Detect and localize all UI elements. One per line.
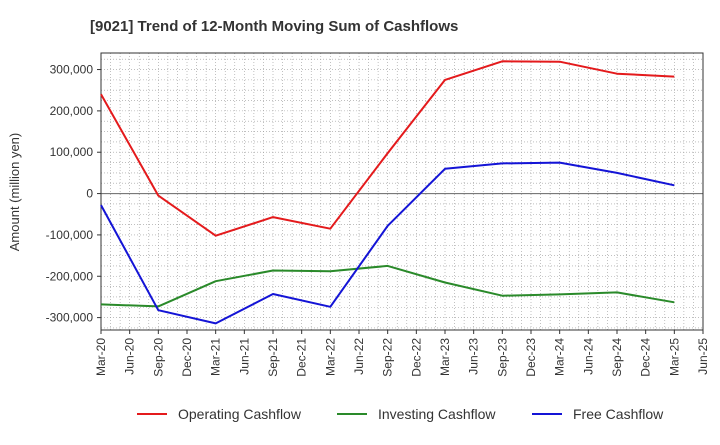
y-tick-label: -300,000 [46,311,94,325]
x-tick-label: Sep-24 [610,338,624,377]
y-tick-label: 100,000 [50,145,94,159]
x-tick-label: Jun-25 [696,338,710,375]
x-tick-label: Dec-24 [639,338,653,377]
x-axis: Mar-20 Jun-20 Sep-20 Dec-20 Mar-21 Jun-21 Sep-… [94,330,710,377]
x-tick-label: Sep-20 [151,338,165,377]
legend: Operating Cashflow Investing Cashflow Free… [137,406,664,422]
x-tick-label: Dec-21 [295,338,309,377]
x-tick-label: Mar-20 [94,338,108,376]
y-axis-label: Amount (million yen) [7,133,22,252]
x-tick-label: Dec-20 [180,338,194,377]
plot-area [100,52,704,331]
series-lines [100,60,675,325]
x-tick-label: Dec-23 [524,338,538,377]
y-tick-label: -100,000 [46,228,94,242]
y-tick-label: -200,000 [46,269,94,283]
grid-lines [101,53,703,330]
x-tick-label: Jun-23 [467,338,481,375]
legend-label: Investing Cashflow [378,406,496,422]
x-tick-label: Mar-25 [667,338,681,376]
x-tick-label: Mar-24 [553,338,567,376]
y-tick-label: 0 [86,187,93,201]
y-axis: 300,000 200,000 100,000 0 -100,000 -200,000 -3… [46,63,101,325]
x-tick-label: Jun-24 [581,338,595,375]
legend-label: Free Cashflow [573,406,664,422]
x-tick-label: Jun-22 [352,338,366,375]
series-line-operating-cashflow [100,60,675,237]
x-tick-label: Sep-22 [381,338,395,377]
x-tick-label: Mar-22 [323,338,337,376]
chart-title: [9021] Trend of 12-Month Moving Sum of C… [90,18,458,35]
series-line-free-cashflow [100,161,675,325]
x-tick-label: Sep-21 [266,338,280,377]
x-tick-label: Jun-21 [237,338,251,375]
series-line-investing-cashflow [100,264,675,308]
x-tick-label: Jun-20 [123,338,137,375]
x-tick-label: Sep-23 [495,338,509,377]
x-tick-label: Mar-23 [438,338,452,376]
x-tick-label: Mar-21 [209,338,223,376]
legend-label: Operating Cashflow [178,406,302,422]
y-tick-label: 300,000 [50,63,94,77]
y-tick-label: 200,000 [50,104,94,118]
x-tick-label: Dec-22 [409,338,423,377]
